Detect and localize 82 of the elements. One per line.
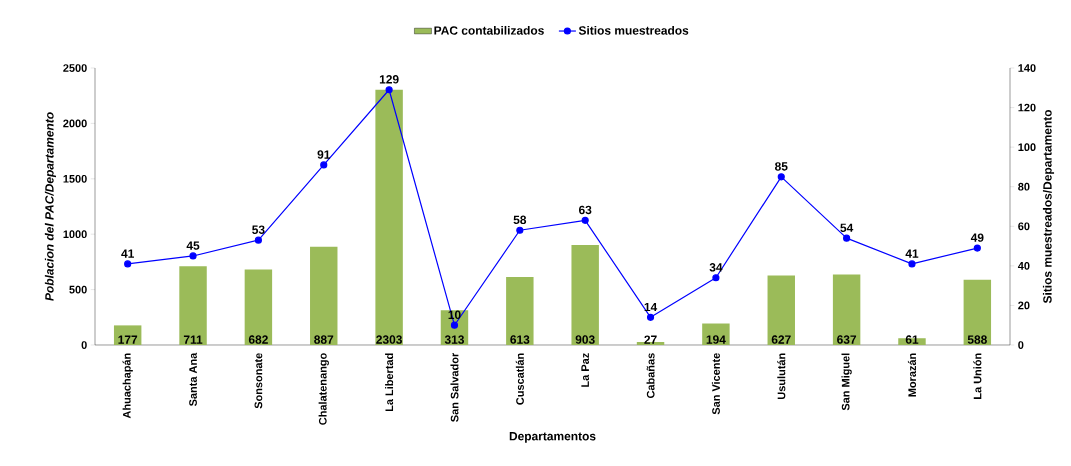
x-tick-label: Ahuachapán	[122, 353, 133, 419]
data-label: 2303	[376, 335, 402, 344]
data-label: 177	[118, 335, 138, 344]
y2-tick-label: 140	[1018, 64, 1036, 72]
point	[646, 313, 655, 321]
y2-axis-title: Sitios muestreados/Departamento	[1042, 110, 1055, 304]
point	[189, 252, 197, 260]
point	[124, 260, 132, 268]
data-label: 627	[771, 335, 791, 344]
x-tick-label: La Unión	[973, 353, 982, 399]
point	[973, 244, 981, 252]
x-tick-label: La Libertad	[385, 353, 394, 412]
data-label: 194	[706, 335, 726, 344]
y2-tick-label: 40	[1017, 261, 1030, 270]
x-axis-title: Departamentos	[509, 432, 596, 443]
point	[581, 216, 589, 224]
point	[254, 236, 262, 244]
data-label: 903	[575, 335, 595, 344]
data-label: 41	[121, 249, 134, 258]
data-label: 41	[905, 249, 919, 258]
data-label: 53	[252, 225, 265, 234]
x-tick-label: La Paz	[581, 353, 590, 387]
y-tick-label: 1000	[63, 230, 87, 239]
bar	[179, 266, 207, 345]
data-label: 682	[248, 335, 268, 344]
data-label: 588	[967, 335, 987, 344]
x-tick-label: San Vicente	[711, 353, 720, 415]
legend-label: PAC contabilizados	[434, 25, 544, 35]
point	[843, 234, 851, 242]
x-tick-label: San Miguel	[841, 353, 852, 411]
x-tick-label: Santa Ana	[189, 352, 197, 407]
bar	[506, 277, 534, 345]
data-label: 34	[709, 263, 723, 272]
point	[777, 173, 785, 181]
y-tick-label: 2500	[63, 64, 87, 72]
data-label: 313	[444, 335, 465, 344]
y2-tick-label: 80	[1018, 182, 1030, 191]
data-label: 49	[970, 233, 984, 242]
data-label: 91	[317, 150, 331, 159]
y2-tick-label: 20	[1018, 301, 1030, 310]
data-label: 14	[644, 302, 658, 312]
x-tick-label: Cabañas	[646, 353, 655, 398]
bar	[310, 246, 338, 345]
data-label: 27	[644, 335, 657, 344]
x-tick-label: Morazán	[907, 353, 917, 397]
data-label: 85	[774, 162, 788, 171]
bar	[375, 89, 403, 345]
point	[385, 86, 393, 94]
x-tick-label: Usulután	[777, 353, 786, 399]
y-axis-title: Poblacion del PAC/Departamento	[44, 112, 57, 301]
data-label: 711	[183, 335, 203, 344]
data-label: 637	[837, 335, 857, 344]
data-label: 63	[578, 205, 592, 215]
x-tick-label: Cuscatlán	[515, 353, 524, 405]
data-label: 54	[840, 223, 854, 232]
point	[908, 260, 916, 268]
y2-tick-label: 100	[1018, 143, 1036, 152]
data-label: 613	[510, 335, 530, 344]
bar	[244, 269, 273, 345]
x-tick-label: Chalatenango	[318, 353, 329, 425]
y-tick-label: 2000	[63, 119, 87, 128]
point	[712, 274, 720, 282]
y-tick-label: 500	[69, 285, 87, 294]
bar	[963, 279, 992, 345]
y2-tick-label: 60	[1018, 222, 1030, 231]
point	[516, 226, 524, 234]
x-tick-label: Sonsonate	[254, 353, 263, 409]
y2-tick-label: 0	[1018, 341, 1024, 349]
x-tick-label: San Salvador	[450, 352, 459, 422]
y-tick-label: 0	[81, 341, 87, 349]
data-label: 45	[186, 241, 200, 250]
y2-tick-label: 120	[1018, 103, 1036, 112]
bar	[832, 274, 861, 345]
bar	[571, 244, 599, 345]
data-label: 58	[513, 215, 527, 225]
point	[320, 161, 328, 169]
bar	[767, 275, 795, 345]
data-label: 887	[314, 335, 334, 344]
legend-label: Sitios muestreados	[578, 25, 689, 35]
y-tick-label: 1500	[63, 174, 87, 183]
bar	[113, 325, 142, 345]
data-label: 129	[379, 75, 399, 84]
